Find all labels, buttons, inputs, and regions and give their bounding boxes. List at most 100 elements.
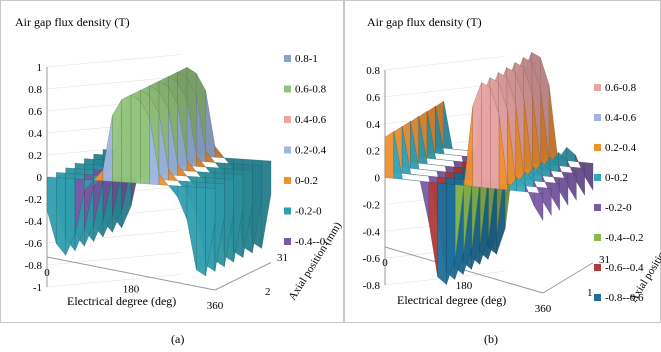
- surface-patch: [444, 159, 454, 162]
- surface-patch: [419, 180, 430, 223]
- surface-patch: [177, 185, 188, 220]
- caption-a: (a): [171, 332, 185, 346]
- chart-title: Air gap flux density (T): [15, 15, 130, 29]
- surface-patch: [252, 164, 262, 254]
- z-tick-label: 1: [37, 62, 43, 74]
- legend-swatch: [594, 234, 601, 241]
- x-tick-label: 360: [535, 303, 552, 315]
- surface-patch: [584, 162, 594, 191]
- legend-label: 0.2-0.4: [295, 145, 327, 157]
- legend-label: 0-0.2: [295, 175, 318, 187]
- legend-label: -0.2-0: [295, 206, 322, 218]
- z-tick-label: -0.2: [25, 194, 42, 206]
- z-tick-label: 0.8: [28, 84, 42, 96]
- surface-patch: [242, 169, 253, 258]
- surface-patch: [567, 172, 577, 201]
- z-tick-label: 0: [37, 172, 43, 184]
- legend-label: 0-0.2: [605, 172, 628, 184]
- chart-panel-a: Air gap flux density (T) 1 0.8 0.6 0.4 0.2 0 -0…: [0, 0, 344, 323]
- legend-swatch: [284, 116, 291, 123]
- x-tick-label: 0: [382, 257, 388, 269]
- surface-patch: [384, 131, 394, 179]
- surface-patch: [548, 84, 559, 160]
- legend-label: 0.4-0.6: [295, 114, 327, 126]
- surface-chart-b: Air gap flux density (T)0.80.60.40.20-0.…: [363, 15, 661, 315]
- surface-patch: [443, 101, 453, 150]
- surface-patch: [402, 179, 412, 181]
- surface-patch: [444, 153, 454, 156]
- chart-panel-b: Air gap flux density (T) 0.8 0.6 0.4 0.2 0 -0.…: [344, 0, 661, 323]
- legend-label: -0.2-0: [605, 202, 632, 214]
- surface-patch: [452, 154, 462, 157]
- legend-label: -0.4--0.2: [605, 232, 644, 244]
- surface-patch: [205, 187, 216, 276]
- surface-patch: [427, 169, 437, 172]
- z-tick-label: 0.2: [28, 150, 42, 162]
- surface-patch: [436, 164, 446, 167]
- z-tick-label: 0.6: [28, 106, 42, 118]
- x-tick-label: 180: [456, 280, 473, 292]
- legend-swatch: [594, 264, 601, 271]
- legend-swatch: [594, 204, 601, 211]
- surface-patch: [575, 167, 585, 196]
- legend-swatch: [594, 294, 601, 301]
- chart-title: Air gap flux density (T): [367, 15, 482, 29]
- legend-swatch: [594, 84, 601, 91]
- surface-patch: [410, 121, 420, 170]
- legend-swatch: [284, 177, 291, 184]
- surface-patch: [168, 185, 178, 198]
- surface-patch: [177, 164, 188, 177]
- legend-swatch: [284, 85, 291, 93]
- y-axis-line: [214, 262, 272, 291]
- y-tick-label: 31: [599, 254, 610, 266]
- x-axis-line: [46, 256, 216, 291]
- legend-swatch: [594, 174, 601, 181]
- x-tick-label: 0: [44, 267, 50, 279]
- legend-label: -0.4--0.: [295, 236, 328, 248]
- surface-patch: [393, 131, 403, 180]
- z-tick-label: -0.8: [363, 280, 381, 292]
- x-tick-label: 180: [123, 284, 140, 296]
- x-axis-label: Electrical degree (deg): [397, 293, 506, 307]
- surface-patch: [419, 174, 429, 177]
- z-tick-label: 0: [375, 173, 381, 185]
- surface-patch: [566, 146, 576, 162]
- y-tick-label: 31: [277, 252, 288, 264]
- grid-line: [46, 54, 182, 68]
- surface-patch: [435, 158, 445, 161]
- surface-patch: [418, 116, 428, 165]
- surface-patch: [550, 182, 560, 211]
- surface-patch: [196, 154, 206, 168]
- legend-label: -0.8--0.6: [605, 292, 644, 304]
- z-tick-label: 0.8: [366, 65, 380, 77]
- z-tick-label: 0.2: [366, 146, 380, 158]
- grid-line: [46, 252, 182, 266]
- z-tick-label: 0.4: [366, 119, 380, 131]
- surface-patch: [158, 173, 169, 186]
- surface-patch: [452, 148, 462, 151]
- x-axis-label: Electrical degree (deg): [67, 294, 176, 308]
- legend-swatch: [284, 207, 291, 215]
- z-tick-label: -0.4: [363, 226, 381, 238]
- surface-patch: [463, 105, 473, 187]
- grid-line: [384, 55, 506, 71]
- caption-b: (b): [484, 332, 498, 346]
- surface-patch: [112, 99, 122, 183]
- surface-patch: [205, 90, 216, 158]
- legend-label: 0.6-0.8: [605, 82, 637, 94]
- legend-swatch: [594, 144, 601, 151]
- x-tick-label: 360: [207, 300, 224, 312]
- y-axis-label: Axial position (mm): [286, 220, 344, 303]
- y-tick-label: 2: [265, 286, 271, 298]
- legend-label: -0.6--0.4: [605, 262, 644, 274]
- surface-patch: [102, 115, 113, 182]
- legend-label: 0.2-0.4: [605, 142, 637, 154]
- surface-patch: [437, 182, 447, 285]
- surface-patch: [559, 177, 569, 206]
- surface-patch: [121, 94, 132, 183]
- legend-label: 0.8-1: [295, 53, 318, 65]
- z-tick-label: -1: [33, 282, 42, 294]
- legend-swatch: [284, 146, 291, 154]
- z-tick-label: -0.4: [25, 216, 43, 228]
- surface-chart-a: Air gap flux density (T)10.80.60.40.20-0…: [15, 15, 344, 312]
